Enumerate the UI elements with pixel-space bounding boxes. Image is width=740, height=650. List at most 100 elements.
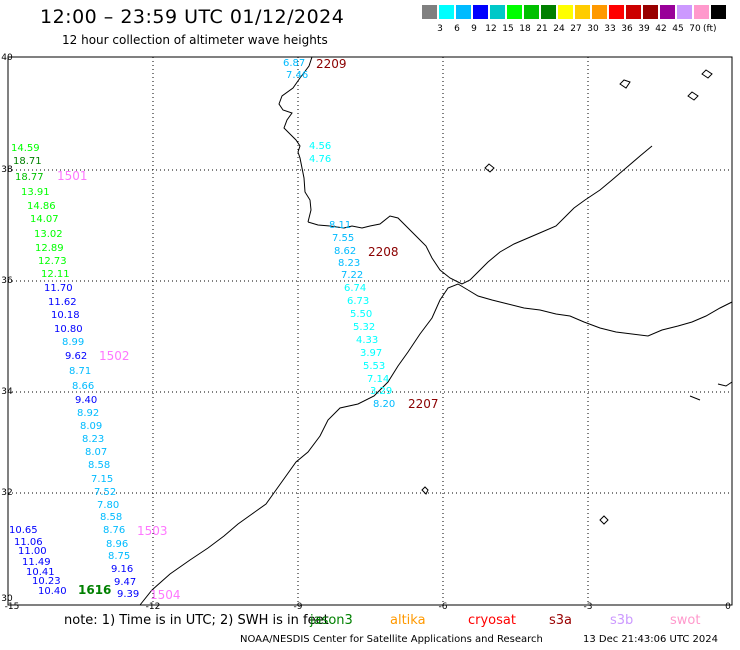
coastlines [139, 56, 733, 606]
pass-label: 1503 [137, 524, 168, 538]
wave-height-value: 8.76 [103, 525, 126, 536]
wave-height-value: 11.06 [14, 537, 43, 548]
legend-label: 6 [454, 24, 460, 34]
wave-height-value: 7.22 [341, 270, 364, 281]
lat-tick-40: 40 [1, 53, 13, 63]
wave-height-value: 5.50 [350, 309, 373, 320]
wave-height-value: 9.62 [65, 351, 88, 362]
wave-height-value: 7.80 [97, 500, 120, 511]
footer-note: note: 1) Time is in UTC; 2) SWH is in fe… [64, 613, 329, 628]
wave-height-value: 8.58 [100, 512, 123, 523]
legend-swatch [473, 5, 488, 19]
wave-height-value: 7.46 [286, 70, 309, 81]
island-small-1 [484, 163, 495, 173]
wave-height-value: 14.86 [27, 201, 56, 212]
wave-height-value: 14.59 [11, 143, 40, 154]
wave-height-value: 8.96 [106, 539, 129, 550]
wave-height-value: 3.29 [370, 386, 393, 397]
wave-height-value: 8.23 [338, 258, 361, 269]
wave-height-value: 4.76 [309, 154, 332, 165]
wave-height-value: 8.75 [108, 551, 131, 562]
wave-height-value: 4.33 [356, 335, 379, 346]
wave-height-value: 8.62 [334, 246, 357, 257]
wave-height-value: 8.07 [85, 447, 108, 458]
wave-height-value: 7.14 [367, 374, 390, 385]
island-small-3 [421, 486, 429, 495]
legend-swatch [609, 5, 624, 19]
legend-unit: (ft) [703, 24, 717, 34]
wave-height-value: 7.15 [91, 474, 114, 485]
wave-height-value: 14.07 [30, 214, 59, 225]
wave-height-value: 7.55 [332, 233, 355, 244]
legend-label: 30 [587, 24, 599, 34]
legend-label: 3 [437, 24, 443, 34]
legend-swatch [541, 5, 556, 19]
lat-tick-36: 36 [1, 276, 13, 286]
legend-label: 42 [655, 24, 667, 34]
africa-atlantic-coast [139, 283, 469, 606]
lat-tick-34: 34 [1, 387, 13, 397]
lon-tick-minus6: -6 [438, 602, 448, 612]
lon-tick-minus15: -15 [4, 602, 20, 612]
graticule [8, 57, 732, 605]
legend-swatch [660, 5, 675, 19]
legend-swatch [643, 5, 658, 19]
pass-label: 1502 [99, 349, 130, 363]
wave-height-value: 12.11 [41, 269, 70, 280]
wave-height-value: 8.92 [77, 408, 100, 419]
wave-height-value: 11.70 [44, 283, 73, 294]
pass-label: 2208 [368, 245, 399, 259]
coast-ne [689, 381, 733, 401]
satellite-name: s3a [549, 613, 573, 628]
satellite-name: cryosat [468, 613, 516, 628]
island-small-2 [599, 515, 609, 525]
wave-height-value: 8.71 [69, 366, 92, 377]
lat-tick-32: 32 [1, 488, 13, 498]
wave-height-value: 9.47 [114, 577, 137, 588]
wave-height-value: 4.56 [309, 141, 332, 152]
legend-label: 45 [672, 24, 684, 34]
legend-swatch [439, 5, 454, 19]
lat-tick-30: 30 [1, 594, 13, 604]
wave-height-value: 3.97 [360, 348, 383, 359]
legend-label: 18 [519, 24, 531, 34]
wave-height-value: 8.23 [82, 434, 105, 445]
pass-label: 2209 [316, 57, 347, 71]
satellite-name: swot [670, 613, 701, 628]
wave-height-value: 8.11 [329, 220, 352, 231]
wave-height-value: 6.87 [283, 58, 306, 69]
wave-height-value: 12.73 [38, 256, 67, 267]
pass-label: 1616 [78, 583, 112, 597]
wave-height-value: 10.40 [38, 586, 67, 597]
legend-swatch [524, 5, 539, 19]
wave-height-value: 8.09 [80, 421, 103, 432]
satellite-name: s3b [610, 613, 634, 628]
wave-height-value: 11.62 [48, 297, 77, 308]
legend-label: 24 [553, 24, 565, 34]
legend-label: 12 [485, 24, 497, 34]
map-frame [7, 56, 733, 606]
wave-height-value: 8.20 [373, 399, 396, 410]
legend-swatch [456, 5, 471, 19]
legend-label: 27 [570, 24, 582, 34]
legend-swatch [490, 5, 505, 19]
map-subtitle: 12 hour collection of altimeter wave hei… [62, 33, 328, 47]
legend-swatch [575, 5, 590, 19]
map-title: 12:00 – 23:59 UTC 01/12/2024 [40, 6, 345, 28]
legend-swatch [626, 5, 641, 19]
africa-med-coast [467, 289, 733, 337]
wave-height-value: 10.41 [26, 567, 55, 578]
iberia-south-coast [307, 145, 653, 285]
lon-tick-minus9: -9 [293, 602, 303, 612]
wave-height-value: 10.65 [9, 525, 38, 536]
legend-swatch [592, 5, 607, 19]
legend-swatch [677, 5, 692, 19]
lon-tick-0: 0 [725, 602, 731, 612]
legend-swatch [558, 5, 573, 19]
wave-height-value: 11.00 [18, 546, 47, 557]
wave-height-value: 10.18 [51, 310, 80, 321]
satellite-name: altika [390, 613, 426, 628]
wave-height-value: 5.53 [363, 361, 386, 372]
portugal-coast [278, 56, 313, 223]
